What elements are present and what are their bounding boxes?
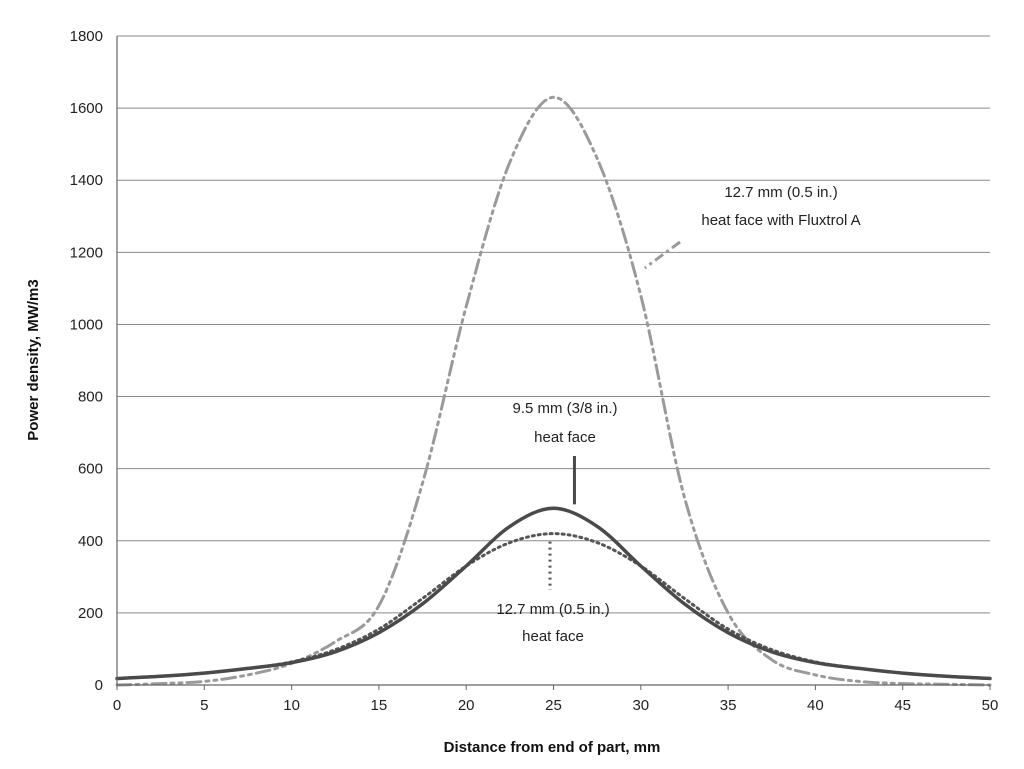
y-tick-label: 800 (78, 389, 103, 406)
grid-lines (117, 35, 990, 614)
annotation-12-7mm-label: heat face (522, 628, 584, 645)
y-tick-label: 1200 (70, 244, 103, 261)
x-tick-label: 30 (632, 697, 649, 714)
annotation-fluxtrol-label: 12.7 mm (0.5 in.) (724, 184, 837, 201)
y-tick-label: 1600 (70, 100, 103, 117)
annotation-12-7mm-label: 12.7 mm (0.5 in.) (496, 601, 609, 618)
y-tick-label: 0 (95, 677, 103, 694)
x-tick-label: 10 (283, 697, 300, 714)
x-tick-label: 35 (720, 697, 737, 714)
annotations: 12.7 mm (0.5 in.) heat face with Fluxtrol… (496, 184, 860, 645)
annotation-9-5mm-label: 9.5 mm (3/8 in.) (512, 400, 617, 417)
series-line-dash-dot-dot (115, 95, 992, 687)
x-tick-label: 50 (982, 697, 999, 714)
x-tick-label: 5 (200, 697, 208, 714)
y-tick-label: 1800 (70, 28, 103, 45)
y-axis-title: Power density, MW/m3 (25, 279, 42, 440)
x-tick-label: 45 (894, 697, 911, 714)
y-tick-label: 1000 (70, 316, 103, 333)
y-tick-label: 1400 (70, 172, 103, 189)
x-tick-label: 0 (113, 697, 121, 714)
x-tick-label: 15 (371, 697, 388, 714)
y-tick-label: 200 (78, 605, 103, 622)
x-tick-label: 25 (545, 697, 562, 714)
annotation-9-5mm-label: heat face (534, 429, 596, 446)
series-lines (115, 95, 992, 687)
x-axis-title: Distance from end of part, mm (444, 739, 661, 756)
annotation-fluxtrol-leader (643, 240, 681, 270)
x-tick-label: 40 (807, 697, 824, 714)
annotation-fluxtrol-label: heat face with Fluxtrol A (701, 212, 860, 229)
y-tick-label: 400 (78, 533, 103, 550)
axes: 0 200 400 600 800 1000 1200 1400 1600 1800 0 5 10 15 2… (70, 28, 999, 714)
x-tick-label: 20 (458, 697, 475, 714)
y-tick-label: 600 (78, 461, 103, 478)
series-line-solid (115, 506, 992, 681)
